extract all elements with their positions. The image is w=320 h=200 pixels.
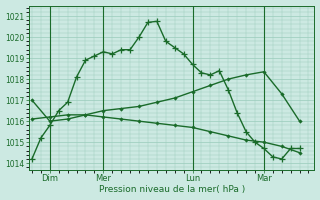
X-axis label: Pression niveau de la mer( hPa ): Pression niveau de la mer( hPa ) xyxy=(99,185,245,194)
